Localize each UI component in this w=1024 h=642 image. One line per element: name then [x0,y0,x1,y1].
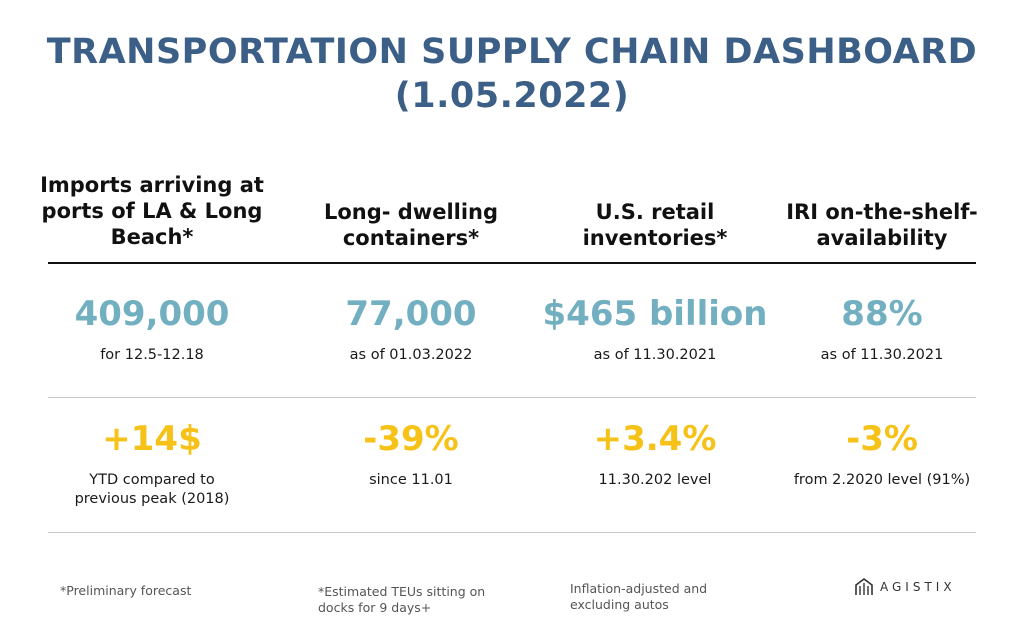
logo-text: AGISTIX [880,580,956,594]
inventories-footnote: Inflation-adjusted and excluding autos [570,581,708,612]
containers-value: 77,000 [345,294,477,334]
shelf-availability-value: 88% [841,294,923,334]
imports-value: 409,000 [74,294,230,334]
header-containers: Long- dwelling containers* [323,200,499,250]
imports-footnote: *Preliminary forecast [60,583,192,598]
shelf-availability-change: -3% [846,419,918,459]
imports-change: +14$ [102,419,202,459]
containers-footnote: *Estimated TEUs sitting on docks for 9 d… [318,584,486,615]
containers-caption: as of 01.03.2022 [349,347,473,363]
header-divider [48,262,976,264]
header-imports: Imports arriving at ports of LA & Long B… [40,173,264,249]
imports-change-caption: YTD compared to previous peak (2018) [74,472,230,507]
shelf-availability-caption: as of 11.30.2021 [820,347,944,363]
header-inventories: U.S. retail inventories* [582,200,728,250]
inventories-change: +3.4% [593,419,717,459]
inventories-caption: as of 11.30.2021 [593,347,717,363]
containers-change: -39% [363,419,459,459]
title-line-2: (1.05.2022) [394,76,630,116]
header-shelf-availability: IRI on-the-shelf- availability [786,200,978,250]
inventories-change-caption: 11.30.202 level [598,472,712,488]
row-divider-2 [48,532,976,533]
title-line-1: TRANSPORTATION SUPPLY CHAIN DASHBOARD [46,32,978,72]
shelf-availability-change-caption: from 2.2020 level (91%) [793,472,971,488]
containers-change-caption: since 11.01 [369,472,453,488]
dashboard-title: TRANSPORTATION SUPPLY CHAIN DASHBOARD (1… [0,30,1024,118]
agistix-logo: AGISTIX [854,576,956,598]
inventories-value: $465 billion [542,294,768,334]
agistix-logo-icon [855,578,873,595]
row-divider-1 [48,397,976,398]
imports-caption: for 12.5-12.18 [100,347,204,363]
